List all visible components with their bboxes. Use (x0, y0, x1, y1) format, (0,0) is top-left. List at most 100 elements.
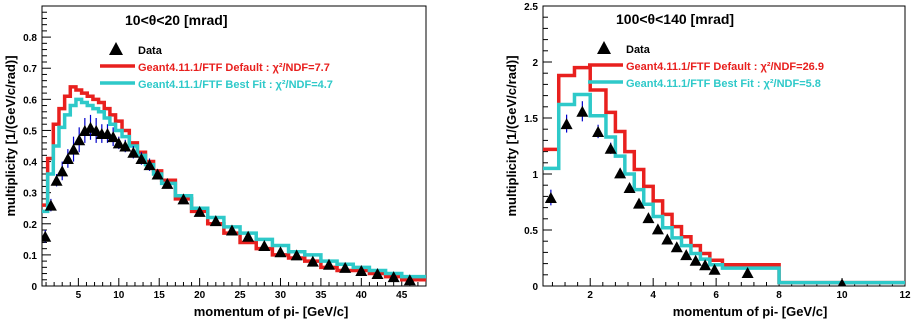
x-tick-label: 6 (713, 290, 719, 301)
x-axis-label: momentum of pi- [GeV/c] (673, 304, 828, 319)
x-tick-label: 30 (275, 290, 287, 301)
step-line (42, 85, 426, 282)
data-point (670, 241, 683, 253)
series-data (544, 101, 847, 286)
data-point (225, 224, 238, 236)
data-point (306, 255, 319, 267)
plot-frame (542, 5, 906, 287)
data-point (592, 125, 605, 137)
y-tick-label: 0 (31, 282, 37, 293)
legend-chi2: χ²/NDF=5.8 (764, 78, 821, 90)
legend-label: Geant4.11.1/FTF Best Fit : (626, 78, 764, 90)
x-tick-label: 12 (899, 290, 911, 301)
legend-marker-data (109, 42, 123, 55)
legend: Data Geant4.11.1/FTF Default : χ²/NDF=7.7… (100, 42, 333, 91)
series-best-fit (543, 92, 905, 285)
legend-label: Geant4.11.1/FTF Default : (138, 62, 272, 74)
y-tick-label: 1 (532, 170, 538, 181)
data-point (576, 105, 589, 117)
chart-title: 100<θ<140 [mrad] (616, 11, 734, 27)
legend-entry-data: Data (626, 44, 651, 56)
data-point (161, 177, 174, 189)
y-tick-label: 0.7 (23, 64, 37, 75)
x-tick-label: 25 (235, 290, 247, 301)
legend-label: Data (138, 45, 163, 57)
series-default (543, 65, 905, 285)
data-point (708, 263, 721, 275)
y-tick-label: 0.6 (23, 95, 37, 106)
data-point (741, 267, 754, 279)
x-tick-label: 45 (396, 290, 408, 301)
data-point (560, 118, 573, 130)
data-point (339, 261, 352, 273)
data-point (50, 174, 63, 186)
legend-entry-default: Geant4.11.1/FTF Default : χ²/NDF=26.9 (626, 61, 824, 73)
data-point (61, 152, 74, 164)
legend-entry-default: Geant4.11.1/FTF Default : χ²/NDF=7.7 (138, 62, 330, 74)
series-data (42, 114, 416, 286)
legend-chi2: χ²/NDF=4.7 (276, 79, 333, 91)
data-point (689, 254, 702, 266)
data-point (680, 249, 693, 261)
data-point (42, 230, 52, 242)
chart-panel-2: 2 4 6 8 10 12 0 0.5 1 1.5 2 2.5 momentum of pi- [GeV… (504, 2, 911, 319)
data-point (290, 249, 303, 261)
legend: Data Geant4.11.1/FTF Default : χ²/NDF=26.… (588, 41, 824, 90)
data-point (633, 197, 646, 209)
data-point (403, 274, 416, 286)
data-point (107, 131, 120, 143)
data-point (661, 233, 674, 245)
data-point (837, 278, 847, 286)
series-default (42, 85, 426, 282)
legend-entry-best-fit: Geant4.11.1/FTF Best Fit : χ²/NDF=4.7 (138, 79, 333, 91)
legend-label: Data (626, 44, 651, 56)
data-point (544, 192, 557, 204)
legend-label: Geant4.11.1/FTF Default : (626, 61, 760, 73)
y-tick-label: 0.4 (23, 158, 37, 169)
y-tick-label: 0 (532, 282, 538, 293)
y-axis-label: multiplicity [1/(GeV/c/rad)] (504, 55, 519, 216)
y-tick-label: 1.5 (524, 114, 538, 125)
data-point (699, 259, 712, 271)
y-tick-label: 0.5 (524, 226, 538, 237)
data-point (274, 246, 287, 258)
chart-title: 10<θ<20 [mrad] (125, 12, 228, 28)
data-point (258, 240, 271, 252)
data-point (119, 140, 132, 152)
y-tick-label: 2.5 (524, 2, 538, 13)
x-tick-label: 2 (587, 290, 593, 301)
data-point (177, 193, 190, 205)
data-point (623, 181, 636, 193)
legend-chi2: χ²/NDF=7.7 (272, 62, 329, 74)
legend-marker-data (597, 41, 611, 54)
y-tick-label: 2 (532, 58, 538, 69)
x-tick-label: 10 (113, 290, 125, 301)
data-point (193, 205, 206, 217)
data-point (355, 264, 368, 276)
data-point (371, 268, 384, 280)
legend-label: Geant4.11.1/FTF Best Fit : (138, 79, 276, 91)
data-point (67, 143, 80, 155)
data-point (73, 134, 86, 146)
x-tick-label: 15 (154, 290, 166, 301)
data-point (242, 230, 255, 242)
data-point (78, 124, 91, 136)
step-line (543, 65, 905, 285)
series-best-fit (42, 97, 426, 279)
step-line (42, 97, 426, 279)
x-tick-label: 35 (315, 290, 327, 301)
data-point (127, 146, 140, 158)
x-tick-label: 10 (836, 290, 848, 301)
y-axis-label: multiplicity [1/(GeV/c/rad)] (3, 55, 18, 216)
x-tick-label: 20 (194, 290, 206, 301)
data-point (151, 168, 164, 180)
data-point (604, 142, 617, 154)
y-tick-label: 0.3 (23, 189, 37, 200)
data-point (387, 271, 400, 283)
legend-entry-data: Data (138, 45, 163, 57)
y-tick-label: 0.5 (23, 126, 37, 137)
y-tick-label: 0.2 (23, 220, 37, 231)
x-tick-label: 4 (650, 290, 656, 301)
data-point (56, 165, 69, 177)
